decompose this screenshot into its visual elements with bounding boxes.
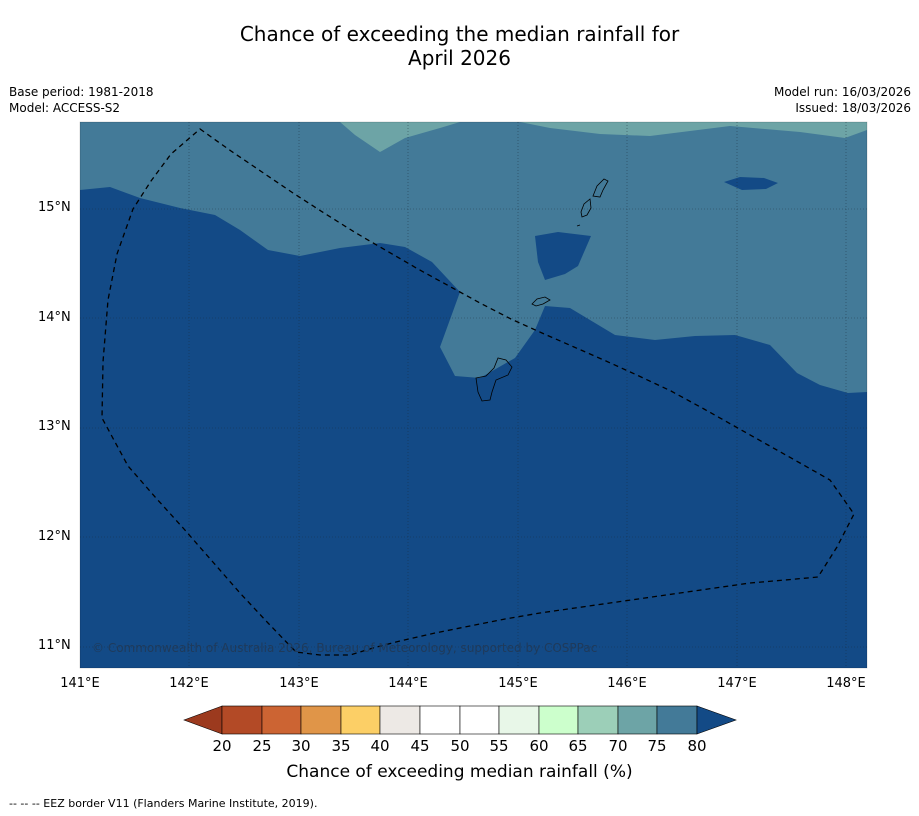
colorbar-tick-20: 20 (212, 737, 232, 755)
meta-right: Model run: 16/03/2026 Issued: 18/03/2026 (774, 84, 911, 116)
colorbar-bin-20-25 (221, 705, 263, 735)
graticule (80, 122, 867, 668)
colorbar-bin-75-80 (656, 705, 698, 735)
colorbar-bin-30-35 (300, 705, 342, 735)
region-70-75-b (520, 122, 867, 138)
lon-label-147e: 147°E (717, 676, 757, 691)
colorbar-tick-55: 55 (489, 737, 509, 755)
meta-left: Base period: 1981-2018 Model: ACCESS-S2 (9, 84, 154, 116)
lon-label-141e: 141°E (60, 676, 100, 691)
colorbar-bin-60-65 (538, 705, 579, 735)
colorbar-bin-45-50 (419, 705, 461, 735)
colorbar-tick-25: 25 (252, 737, 272, 755)
colorbar-extend-low (183, 705, 223, 735)
chart-title: Chance of exceeding the median rainfall … (0, 22, 919, 70)
colorbar-bin-25-30 (261, 705, 302, 735)
island-rota (531, 296, 551, 307)
colorbar-tick-80: 80 (687, 737, 707, 755)
lat-label-14n: 14°N (38, 310, 71, 325)
colorbar-bin-50-55 (459, 705, 500, 735)
colorbar-tick-50: 50 (450, 737, 470, 755)
island-guam (475, 357, 513, 402)
model-run: Model run: 16/03/2026 (773, 85, 911, 99)
colorbar-bin-65-70 (577, 705, 619, 735)
patch-above-80-a (535, 232, 591, 280)
colorbar-extend-high (696, 705, 737, 735)
colorbar-tick-30: 30 (291, 737, 311, 755)
base-period: Base period: 1981-2018 (9, 85, 154, 99)
lon-label-142e: 142°E (169, 676, 209, 691)
islands (475, 178, 609, 402)
island-aguijan (576, 224, 581, 227)
colorbar-tick-70: 70 (608, 737, 628, 755)
colorbar-bin-55-60 (498, 705, 540, 735)
lat-label-12n: 12°N (38, 529, 71, 544)
colorbar (183, 705, 737, 735)
issued-date: Issued: 18/03/2026 (795, 101, 911, 115)
colorbar-tick-65: 65 (568, 737, 588, 755)
colorbar-tick-40: 40 (370, 737, 390, 755)
colorbar-bin-35-40 (340, 705, 381, 735)
lon-label-145e: 145°E (498, 676, 538, 691)
colorbar-bin-70-75 (617, 705, 658, 735)
title-line-2: April 2026 (408, 46, 511, 70)
lat-label-15n: 15°N (38, 200, 71, 215)
colorbar-tick-35: 35 (331, 737, 351, 755)
eez-border (101, 128, 855, 656)
map-area (80, 122, 867, 668)
colorbar-tick-60: 60 (529, 737, 549, 755)
island-tinian (580, 198, 592, 218)
model-name: Model: ACCESS-S2 (9, 101, 121, 115)
lon-label-146e: 146°E (607, 676, 647, 691)
lon-label-148e: 148°E (826, 676, 866, 691)
map-frame (79, 121, 868, 669)
colorbar-tick-75: 75 (647, 737, 667, 755)
colorbar-title: Chance of exceeding median rainfall (%) (286, 762, 633, 782)
title-line-1: Chance of exceeding the median rainfall … (239, 22, 680, 46)
lat-label-11n: 11°N (38, 638, 71, 653)
lon-label-144e: 144°E (388, 676, 428, 691)
lon-label-143e: 143°E (279, 676, 319, 691)
patch-above-80-b (724, 177, 778, 190)
region-70-75-a (340, 122, 460, 152)
copyright-text: © Commonwealth of Australia 2026, Bureau… (92, 641, 598, 655)
colorbar-tick-45: 45 (410, 737, 430, 755)
eez-legend: -- -- -- EEZ border V11 (Flanders Marine… (9, 797, 318, 810)
lat-label-13n: 13°N (38, 419, 71, 434)
region-75-80 (80, 122, 867, 393)
colorbar-bin-40-45 (379, 705, 421, 735)
island-saipan (592, 178, 609, 198)
